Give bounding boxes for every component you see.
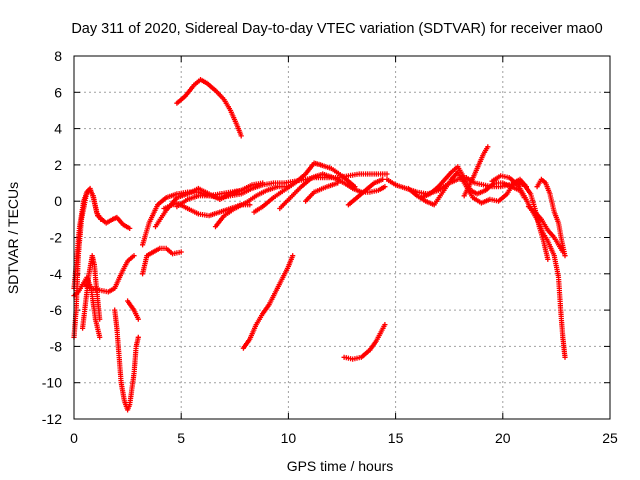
- x-tick-label: 25: [602, 430, 618, 446]
- series-s11: [161, 200, 253, 219]
- y-tick-label: -10: [42, 375, 62, 391]
- y-tick-label: -4: [50, 266, 63, 282]
- x-tick-label: 20: [495, 430, 511, 446]
- series-s13: [212, 184, 291, 230]
- series-s4-markers: [80, 253, 103, 331]
- series-s17: [345, 176, 386, 208]
- y-tick-label: 6: [54, 84, 62, 100]
- series-s20: [341, 322, 388, 362]
- y-tick-label: -6: [50, 302, 63, 318]
- y-tick-label: 0: [54, 193, 62, 209]
- series-s18-markers: [174, 77, 244, 139]
- x-tick-label: 0: [70, 430, 78, 446]
- series-s12: [174, 187, 244, 210]
- y-axis-label: SDTVAR / TECUs: [5, 182, 21, 294]
- y-tick-label: 2: [54, 157, 62, 173]
- series-s17-markers: [345, 176, 386, 208]
- series-s6-markers: [112, 307, 141, 413]
- y-tick-label: 4: [54, 121, 62, 137]
- data-markers: [71, 77, 568, 413]
- series-s20-markers: [341, 322, 388, 362]
- series-s19: [240, 253, 296, 351]
- x-tick-label: 5: [177, 430, 185, 446]
- series-s14-markers: [251, 160, 358, 215]
- series-s16: [303, 180, 341, 204]
- series-s16-markers: [303, 180, 341, 204]
- series-s26: [521, 182, 551, 262]
- axis-ticks: 0 5 10 15 20 25 -12 -10 -8 -6 -4 -2 0 2 4 6 8: [42, 48, 618, 446]
- series-s23: [418, 164, 527, 201]
- y-tick-label: 8: [54, 48, 62, 64]
- series-s11-markers: [161, 200, 253, 219]
- series-s28: [525, 204, 566, 255]
- series-s14: [251, 160, 358, 215]
- chart-title: Day 311 of 2020, Sidereal Day-to-day VTE…: [71, 21, 602, 37]
- series-s7-markers: [125, 298, 141, 322]
- series-s12-markers: [174, 187, 244, 210]
- y-tick-label: -2: [50, 230, 63, 246]
- x-tick-label: 10: [281, 430, 297, 446]
- series-s8-markers: [140, 245, 184, 277]
- series-s18: [174, 77, 244, 139]
- y-tick-label: -12: [42, 411, 62, 427]
- series-s4: [80, 253, 103, 331]
- series-s23-markers: [418, 164, 527, 201]
- series-s5: [82, 253, 137, 295]
- series-s15: [277, 171, 388, 212]
- series-s24-markers: [461, 144, 491, 199]
- plot-frame: [73, 55, 611, 420]
- series-s27-markers: [534, 176, 568, 259]
- series-s7: [125, 298, 141, 322]
- series-s15-markers: [277, 171, 388, 212]
- x-axis-label: GPS time / hours: [287, 458, 394, 474]
- grid-lines: [74, 56, 610, 419]
- series-s19-markers: [240, 253, 296, 351]
- y-tick-label: -8: [50, 338, 63, 354]
- series-s24: [461, 144, 491, 199]
- x-tick-label: 15: [388, 430, 404, 446]
- series-s26-markers: [521, 182, 551, 262]
- series-s6: [112, 307, 141, 413]
- series-s27: [534, 176, 568, 259]
- series-s5-markers: [82, 253, 137, 295]
- series-s28-markers: [525, 204, 566, 255]
- series-s13-markers: [212, 184, 291, 230]
- series-s8: [140, 245, 184, 277]
